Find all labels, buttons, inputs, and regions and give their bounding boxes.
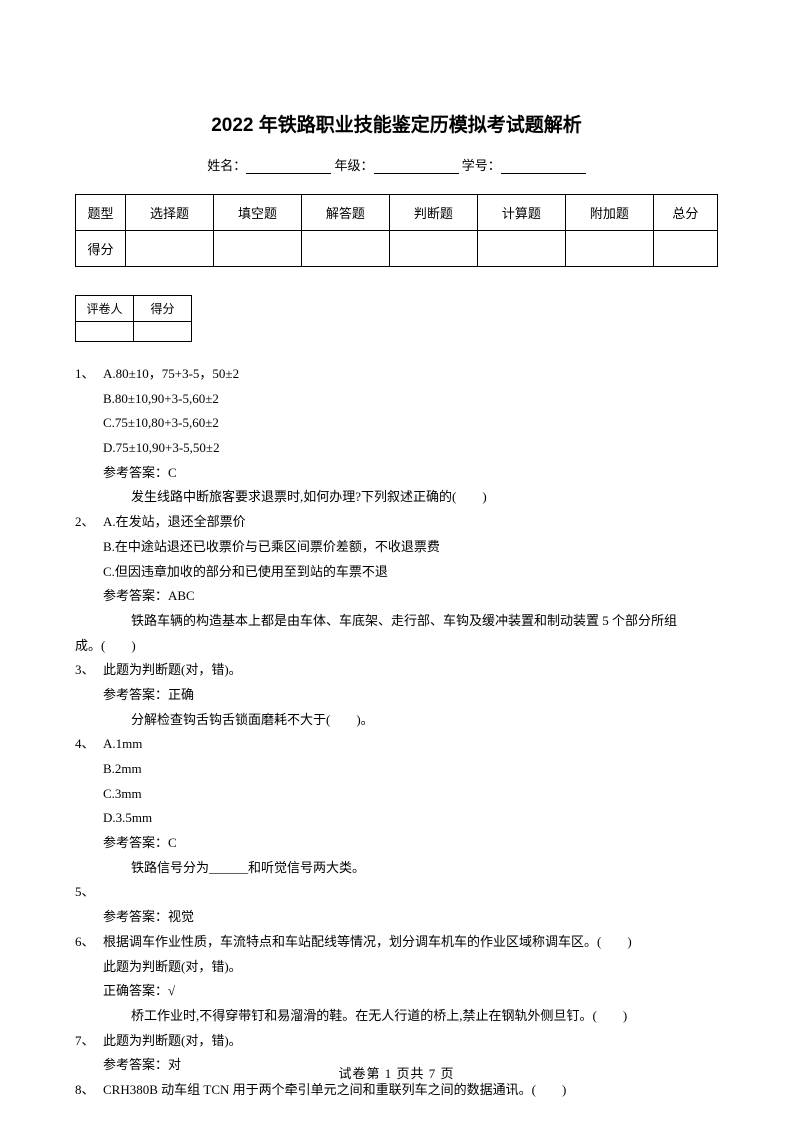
answer: 参考答案：ABC bbox=[75, 584, 718, 609]
q-body bbox=[103, 880, 718, 905]
cell bbox=[301, 231, 389, 267]
grade-blank bbox=[374, 160, 459, 174]
q-number: 5、 bbox=[75, 880, 103, 905]
q-number: 6、 bbox=[75, 930, 103, 955]
question-6: 6、 根据调车作业性质，车流特点和车站配线等情况，划分调车机车的作业区域称调车区… bbox=[75, 930, 718, 955]
question-text: 发生线路中断旅客要求退票时,如何办理?下列叙述正确的( ) bbox=[75, 485, 718, 510]
question-text: 铁路车辆的构造基本上都是由车体、车底架、走行部、车钩及缓冲装置和制动装置 5 个… bbox=[75, 609, 718, 634]
question-text: 铁路信号分为______和听觉信号两大类。 bbox=[75, 856, 718, 881]
q-number: 4、 bbox=[75, 732, 103, 757]
cell: 评卷人 bbox=[76, 296, 134, 322]
cell: 得分 bbox=[134, 296, 192, 322]
question-text: 根据调车作业性质，车流特点和车站配线等情况，划分调车机车的作业区域称调车区。( … bbox=[103, 930, 718, 955]
option-c: C.3mm bbox=[75, 782, 718, 807]
option-b: B.在中途站退还已收票价与已乘区间票价差额，不收退票费 bbox=[75, 535, 718, 560]
cell bbox=[134, 322, 192, 342]
table-row bbox=[76, 322, 192, 342]
id-blank bbox=[501, 160, 586, 174]
q-number: 7、 bbox=[75, 1029, 103, 1054]
cell bbox=[76, 322, 134, 342]
cell bbox=[653, 231, 717, 267]
option-c: C.75±10,80+3-5,60±2 bbox=[75, 411, 718, 436]
table-row: 题型 选择题 填空题 解答题 判断题 计算题 附加题 总分 bbox=[76, 195, 718, 231]
q-number: 2、 bbox=[75, 510, 103, 535]
option-a: A.1mm bbox=[103, 732, 718, 757]
cell: 得分 bbox=[76, 231, 126, 267]
cell: 判断题 bbox=[389, 195, 477, 231]
cell: 总分 bbox=[653, 195, 717, 231]
option-a: A.在发站，退还全部票价 bbox=[103, 510, 718, 535]
questions-section: 1、 A.80±10，75+3-5，50±2 B.80±10,90+3-5,60… bbox=[75, 362, 718, 1103]
cell bbox=[477, 231, 565, 267]
option-b: B.2mm bbox=[75, 757, 718, 782]
student-info: 姓名： 年级： 学号： bbox=[75, 155, 718, 174]
question-5: 5、 bbox=[75, 880, 718, 905]
question-text: 桥工作业时,不得穿带钉和易溜滑的鞋。在无人行道的桥上,禁止在钢轨外侧旦钉。( ) bbox=[75, 1004, 718, 1029]
cell bbox=[126, 231, 214, 267]
question-7: 7、 此题为判断题(对，错)。 bbox=[75, 1029, 718, 1054]
option-c: C.但因违章加收的部分和已使用至到站的车票不退 bbox=[75, 560, 718, 585]
question-1: 1、 A.80±10，75+3-5，50±2 bbox=[75, 362, 718, 387]
option-b: B.80±10,90+3-5,60±2 bbox=[75, 387, 718, 412]
cell: 附加题 bbox=[565, 195, 653, 231]
cell bbox=[213, 231, 301, 267]
option-a: A.80±10，75+3-5，50±2 bbox=[103, 362, 718, 387]
question-2: 2、 A.在发站，退还全部票价 bbox=[75, 510, 718, 535]
question-text: 此题为判断题(对，错)。 bbox=[103, 1029, 718, 1054]
question-text: 此题为判断题(对，错)。 bbox=[103, 658, 718, 683]
cell bbox=[565, 231, 653, 267]
table-row: 得分 bbox=[76, 231, 718, 267]
score-table: 题型 选择题 填空题 解答题 判断题 计算题 附加题 总分 得分 bbox=[75, 194, 718, 267]
question-text: 分解检查钩舌钩舌锁面磨耗不大于( )。 bbox=[75, 708, 718, 733]
name-blank bbox=[246, 160, 331, 174]
option-d: D.3.5mm bbox=[75, 806, 718, 831]
table-row: 评卷人 得分 bbox=[76, 296, 192, 322]
page-footer: 试卷第 1 页共 7 页 bbox=[0, 1063, 793, 1082]
question-text-cont: 成。( ) bbox=[75, 634, 718, 659]
cell: 解答题 bbox=[301, 195, 389, 231]
answer: 正确答案：√ bbox=[75, 979, 718, 1004]
option-d: D.75±10,90+3-5,50±2 bbox=[75, 436, 718, 461]
cell: 计算题 bbox=[477, 195, 565, 231]
answer: 参考答案：C bbox=[75, 831, 718, 856]
cell: 题型 bbox=[76, 195, 126, 231]
name-label: 姓名： bbox=[207, 158, 246, 173]
cell bbox=[389, 231, 477, 267]
cell: 选择题 bbox=[126, 195, 214, 231]
grader-table: 评卷人 得分 bbox=[75, 295, 192, 342]
page-title: 2022 年铁路职业技能鉴定历模拟考试题解析 bbox=[75, 110, 718, 137]
cell: 填空题 bbox=[213, 195, 301, 231]
answer: 参考答案：视觉 bbox=[75, 905, 718, 930]
id-label: 学号： bbox=[462, 158, 501, 173]
q-number: 3、 bbox=[75, 658, 103, 683]
question-3: 3、 此题为判断题(对，错)。 bbox=[75, 658, 718, 683]
question-4: 4、 A.1mm bbox=[75, 732, 718, 757]
q-number: 1、 bbox=[75, 362, 103, 387]
grade-label: 年级： bbox=[334, 158, 373, 173]
answer: 参考答案：C bbox=[75, 461, 718, 486]
question-text: 此题为判断题(对，错)。 bbox=[75, 955, 718, 980]
answer: 参考答案：正确 bbox=[75, 683, 718, 708]
